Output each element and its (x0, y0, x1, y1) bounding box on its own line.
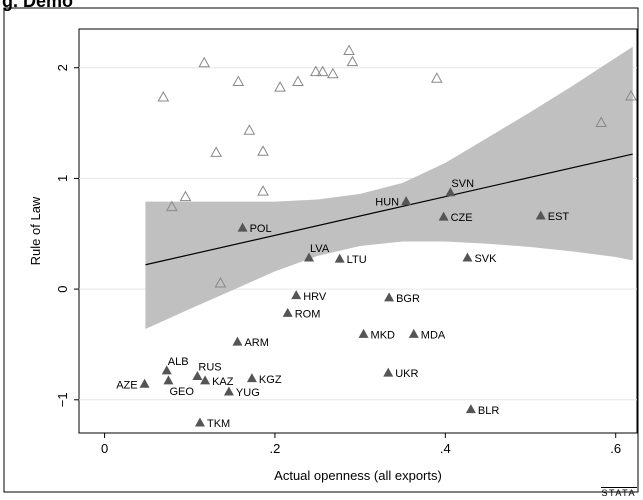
y-axis: −1 0 1 2 (55, 64, 79, 407)
data-label: BLR (478, 405, 499, 417)
data-label: RUS (198, 362, 221, 374)
hollow-point (214, 276, 227, 288)
data-point (200, 375, 211, 385)
hollow-point (343, 44, 355, 56)
hollow-point (292, 75, 304, 87)
data-label: SVN (451, 178, 474, 190)
data-point (192, 370, 203, 380)
data-label: LVA (310, 243, 330, 255)
data-point (304, 252, 315, 262)
data-label: HUN (375, 197, 399, 209)
y-axis-label: Rule of Law (28, 196, 43, 265)
hollow-point (327, 67, 339, 79)
data-point (358, 328, 369, 338)
x-tick-label: .4 (440, 441, 451, 456)
hollow-point (243, 124, 256, 135)
hollow-point (232, 75, 245, 87)
hollow-point (166, 200, 178, 212)
data-point (465, 404, 476, 414)
hollow-point (179, 190, 192, 202)
fit-line-group (145, 153, 633, 266)
labeled-points: SVN HUN CZE EST POL LVA LTU SVK HRV BGR ROM MKD MDA A… (116, 178, 569, 430)
x-tick-label: .6 (610, 441, 621, 456)
data-label: MKD (371, 329, 396, 341)
x-tick-label: 0 (101, 441, 108, 456)
data-label: KAZ (212, 376, 234, 388)
data-point (334, 253, 345, 263)
data-label: TKM (207, 418, 230, 430)
data-point (163, 375, 174, 385)
data-point (291, 290, 302, 300)
x-tick-label: .2 (270, 441, 281, 456)
data-point (401, 196, 412, 206)
data-label: KGZ (259, 374, 282, 386)
data-label: CZE (451, 212, 473, 224)
data-point (408, 328, 419, 338)
stata-logo: STATA (600, 487, 637, 498)
x-axis-label: Actual openness (all exports) (274, 468, 442, 483)
data-point (384, 292, 395, 302)
plot-region-outer (3, 7, 639, 493)
data-point (232, 336, 243, 346)
data-label: ROM (295, 308, 321, 320)
hollow-point (346, 55, 359, 67)
fit-line (145, 153, 633, 266)
confidence-band-area (145, 46, 633, 329)
data-point (282, 307, 293, 317)
data-point (161, 365, 172, 375)
data-label: GEO (169, 386, 194, 398)
hollow-point (210, 146, 223, 157)
data-label: BGR (396, 293, 420, 305)
y-tick-label: 1 (55, 175, 70, 182)
data-label: YUG (236, 387, 260, 399)
data-label: SVK (474, 253, 497, 265)
data-label: EST (548, 211, 570, 223)
data-label: HRV (303, 291, 327, 303)
data-point (383, 367, 394, 377)
data-point (246, 373, 257, 383)
data-label: ALB (168, 356, 189, 368)
hollow-point (316, 65, 329, 77)
hollow-points (157, 44, 637, 288)
hollow-point (625, 89, 637, 101)
data-point (535, 210, 546, 220)
data-label: UKR (395, 368, 418, 380)
data-point (237, 222, 248, 232)
data-point (462, 252, 473, 262)
y-tick-label: 0 (55, 285, 70, 292)
data-point (438, 211, 449, 221)
chart-title-fragment: g. Demo (2, 0, 74, 11)
y-tick-label: 2 (55, 64, 70, 71)
data-point (445, 187, 456, 197)
hollow-point (274, 81, 286, 92)
data-label: LTU (347, 254, 367, 266)
data-label: AZE (116, 379, 137, 391)
confidence-band (145, 46, 633, 329)
data-label: ARM (244, 337, 268, 349)
hollow-point (157, 91, 170, 102)
hollow-point (309, 65, 322, 77)
data-label: MDA (421, 329, 446, 341)
data-label: POL (250, 223, 272, 235)
data-point (223, 386, 234, 396)
hollow-point (257, 145, 269, 156)
hollow-point (430, 72, 443, 83)
hollow-point (595, 116, 608, 128)
y-tick-label: −1 (55, 392, 70, 407)
data-point (194, 417, 205, 427)
hollow-point (257, 185, 269, 196)
data-point (139, 378, 150, 388)
x-axis: 0 .2 .4 .6 (101, 433, 621, 456)
hollow-point (198, 56, 211, 68)
